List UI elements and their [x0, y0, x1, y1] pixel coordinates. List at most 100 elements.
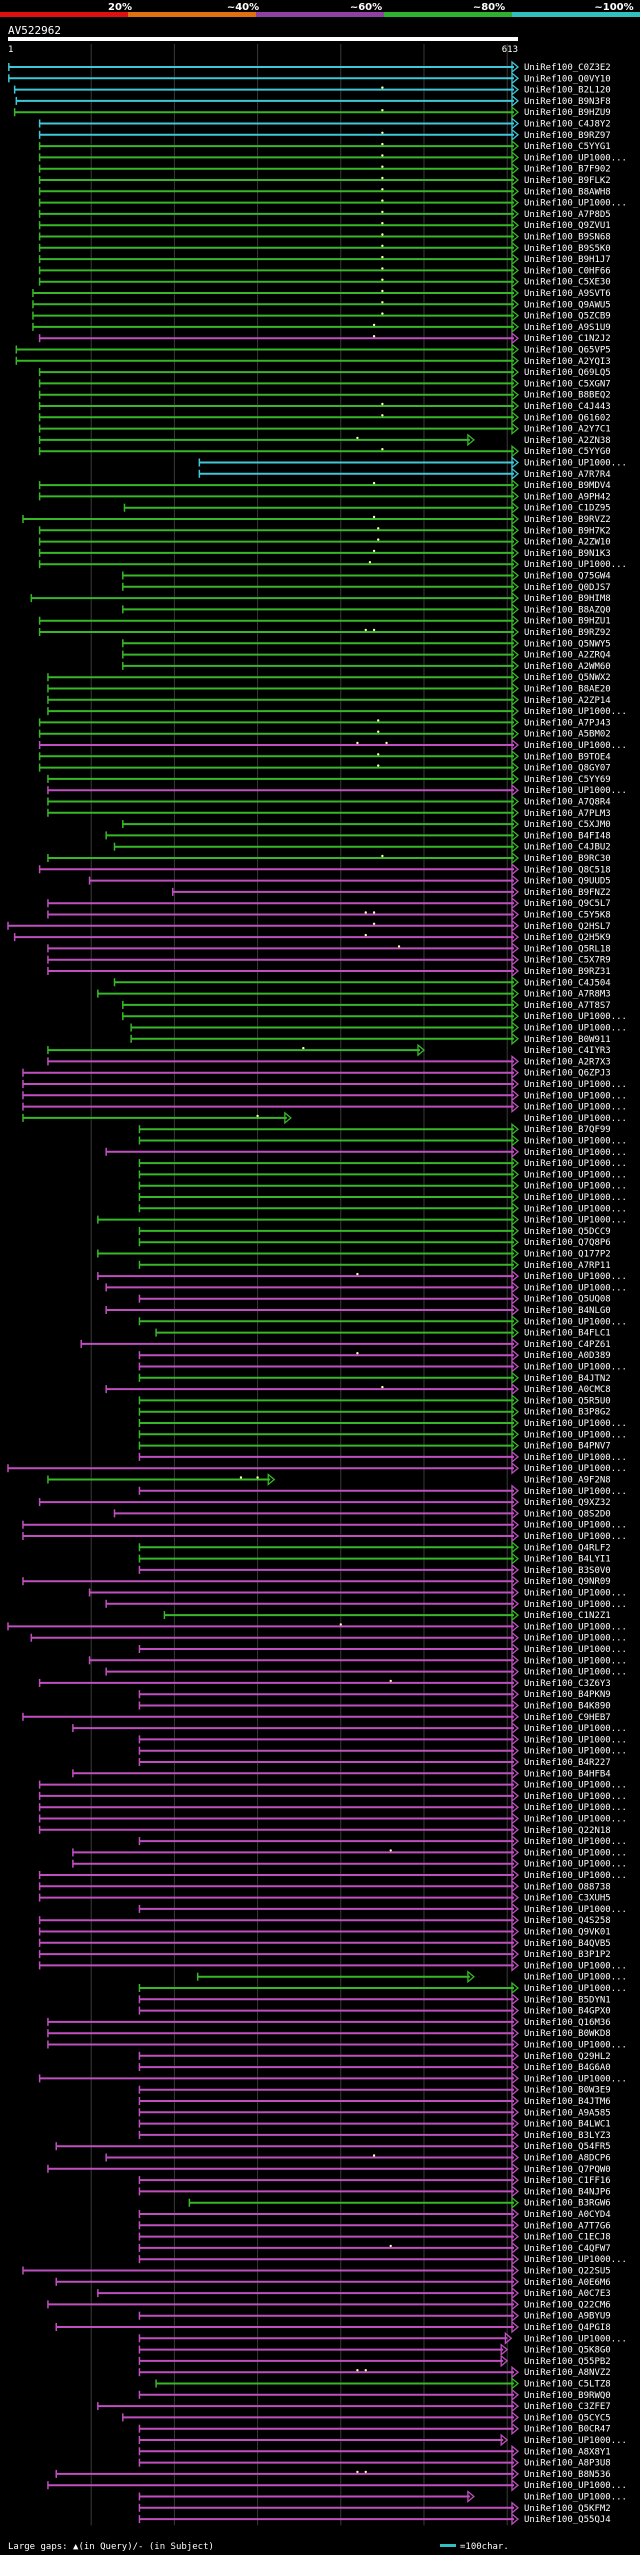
hit-label[interactable]: UniRef100_Q5UQ08: [524, 1295, 611, 1305]
hit-label[interactable]: UniRef100_B3P8G2: [524, 1408, 611, 1418]
hit-label[interactable]: UniRef100_UP1000...: [524, 1837, 627, 1847]
hit-label[interactable]: UniRef100_UP1000...: [524, 1430, 627, 1440]
hit-row[interactable]: UniRef100_Q5RL18: [47, 942, 611, 955]
hit-row[interactable]: UniRef100_UP1000...: [72, 1721, 627, 1735]
hit-label[interactable]: UniRef100_Q8C518: [524, 865, 611, 875]
hit-row[interactable]: UniRef100_UP1000...: [138, 1179, 627, 1193]
hit-row[interactable]: UniRef100_A7T7G6: [138, 2218, 611, 2232]
hit-label[interactable]: UniRef100_C4J8Y2: [524, 120, 611, 130]
hit-row[interactable]: UniRef100_B9SN68: [38, 230, 611, 243]
hit-row[interactable]: UniRef100_C5YY69: [47, 772, 611, 786]
hit-row[interactable]: UniRef100_A0CYD4: [138, 2207, 611, 2221]
hit-label[interactable]: UniRef100_B4GPX0: [524, 2007, 611, 2017]
hit-label[interactable]: UniRef100_A7R7R4: [524, 470, 611, 480]
hit-label[interactable]: UniRef100_Q2HSL7: [524, 922, 611, 932]
hit-label[interactable]: UniRef100_UP1000...: [524, 1148, 627, 1158]
hit-label[interactable]: UniRef100_C1N2Z1: [524, 1611, 611, 1621]
hit-row[interactable]: UniRef100_A2ZW10: [38, 535, 611, 548]
hit-row[interactable]: UniRef100_A8P3U8: [138, 2456, 611, 2469]
hit-row[interactable]: UniRef100_UP1000...: [138, 1190, 627, 1204]
hit-row[interactable]: UniRef100_A7PJ43: [38, 716, 611, 729]
hit-label[interactable]: UniRef100_Q9VK01: [524, 1928, 611, 1938]
hit-label[interactable]: UniRef100_B0CR47: [524, 2425, 611, 2435]
hit-row[interactable]: UniRef100_UP1000...: [97, 1213, 627, 1226]
hit-row[interactable]: UniRef100_Q8GY07: [38, 761, 611, 774]
hit-row[interactable]: UniRef100_A2R7X3: [47, 1055, 611, 1068]
hit-label[interactable]: UniRef100_Q2H5K9: [524, 933, 611, 943]
hit-label[interactable]: UniRef100_UP1000...: [524, 1848, 627, 1858]
hit-label[interactable]: UniRef100_Q5NWY5: [524, 639, 611, 649]
hit-row[interactable]: UniRef100_B9FLK2: [38, 173, 611, 187]
hit-row[interactable]: UniRef100_B9HZU1: [38, 614, 611, 628]
hit-label[interactable]: UniRef100_A7T7G6: [524, 2221, 611, 2231]
hit-row[interactable]: UniRef100_Q22SU5: [22, 2264, 611, 2277]
hit-label[interactable]: UniRef100_A9PH42: [524, 492, 611, 502]
hit-label[interactable]: UniRef100_C4IYR3: [524, 1046, 611, 1056]
hit-label[interactable]: UniRef100_Q29HL2: [524, 2052, 611, 2062]
hit-row[interactable]: UniRef100_B0WKD8: [47, 2026, 611, 2040]
hit-row[interactable]: UniRef100_Q5UQ08: [138, 1292, 611, 1306]
hit-row[interactable]: UniRef100_UP1000...: [122, 1009, 627, 1023]
hit-row[interactable]: UniRef100_C4QFW7: [138, 2241, 611, 2255]
hit-label[interactable]: UniRef100_A9BYU9: [524, 2312, 611, 2322]
hit-label[interactable]: UniRef100_C4PZ61: [524, 1340, 611, 1350]
hit-label[interactable]: UniRef100_Q0DJS7: [524, 583, 611, 593]
hit-label[interactable]: UniRef100_B9RZ31: [524, 967, 611, 977]
hit-row[interactable]: UniRef100_UP1000...: [38, 1789, 627, 1803]
hit-label[interactable]: UniRef100_C5YYG1: [524, 142, 611, 152]
hit-label[interactable]: UniRef100_Q9AWU5: [524, 300, 611, 310]
hit-row[interactable]: UniRef100_C5YYG1: [38, 139, 611, 153]
hit-row[interactable]: UniRef100_B4FI48: [105, 829, 611, 842]
hit-label[interactable]: UniRef100_Q9UUD5: [524, 877, 611, 887]
hit-row[interactable]: UniRef100_UP1000...: [138, 2331, 627, 2345]
hit-row[interactable]: UniRef100_UP1000...: [47, 704, 627, 718]
hit-row[interactable]: UniRef100_A8NVZ2: [138, 2365, 611, 2379]
hit-row[interactable]: UniRef100_UP1000...: [196, 1970, 627, 1984]
hit-label[interactable]: UniRef100_UP1000...: [524, 153, 627, 163]
hit-row[interactable]: UniRef100_B4NLG0: [105, 1303, 611, 1317]
hit-label[interactable]: UniRef100_C5X7R9: [524, 956, 611, 966]
hit-row[interactable]: UniRef100_UP1000...: [47, 2478, 627, 2492]
hit-label[interactable]: UniRef100_UP1000...: [524, 1860, 627, 1870]
hit-label[interactable]: UniRef100_Q7Q8P6: [524, 1238, 611, 1248]
hit-label[interactable]: UniRef100_C9HEB7: [524, 1713, 611, 1723]
hit-label[interactable]: UniRef100_UP1000...: [524, 1114, 627, 1124]
hit-label[interactable]: UniRef100_B9TOE4: [524, 752, 611, 762]
hit-label[interactable]: UniRef100_Q5CYC5: [524, 2413, 611, 2423]
hit-label[interactable]: UniRef100_C0Z3E2: [524, 63, 611, 73]
hit-row[interactable]: UniRef100_A2ZRQ4: [122, 648, 611, 661]
hit-row[interactable]: UniRef100_UP1000...: [105, 1597, 627, 1611]
hit-row[interactable]: UniRef100_Q2HSL7: [7, 919, 611, 933]
hit-label[interactable]: UniRef100_B3RGW6: [524, 2199, 611, 2209]
hit-label[interactable]: UniRef100_B9RZ97: [524, 131, 611, 141]
hit-row[interactable]: UniRef100_UP1000...: [38, 2072, 627, 2085]
hit-row[interactable]: UniRef100_UP1000...: [138, 1156, 627, 1170]
hit-row[interactable]: UniRef100_A9A585: [138, 2105, 611, 2119]
hit-row[interactable]: UniRef100_Q5CYC5: [122, 2411, 611, 2424]
hit-row[interactable]: UniRef100_Q177P2: [97, 1247, 611, 1260]
hit-label[interactable]: UniRef100_Q9C5L7: [524, 899, 611, 909]
hit-label[interactable]: UniRef100_UP1000...: [524, 1532, 627, 1542]
hit-label[interactable]: UniRef100_A9SVT6: [524, 289, 611, 299]
hit-label[interactable]: UniRef100_C1N2J2: [524, 334, 611, 344]
hit-row[interactable]: UniRef100_UP1000...: [38, 557, 627, 571]
hit-label[interactable]: UniRef100_UP1000...: [524, 1815, 627, 1825]
hit-row[interactable]: UniRef100_UP1000...: [38, 1778, 627, 1791]
hit-row[interactable]: UniRef100_UP1000...: [72, 1857, 627, 1871]
hit-row[interactable]: UniRef100_A7Q8R4: [47, 795, 611, 808]
hit-label[interactable]: UniRef100_C5YYG0: [524, 447, 611, 457]
hit-label[interactable]: UniRef100_B9RVZ2: [524, 515, 611, 525]
hit-row[interactable]: UniRef100_Q9AWU5: [32, 297, 611, 311]
hit-label[interactable]: UniRef100_UP1000...: [524, 2334, 627, 2344]
hit-row[interactable]: UniRef100_UP1000...: [38, 1812, 627, 1825]
hit-label[interactable]: UniRef100_A7PJ43: [524, 718, 611, 728]
hit-row[interactable]: UniRef100_UP1000...: [38, 151, 627, 164]
hit-row[interactable]: UniRef100_B4K890: [138, 1699, 611, 1712]
hit-label[interactable]: UniRef100_B3P1P2: [524, 1950, 611, 1960]
hit-row[interactable]: UniRef100_UP1000...: [22, 1529, 627, 1543]
hit-row[interactable]: UniRef100_C1N2Z1: [163, 1608, 611, 1622]
hit-label[interactable]: UniRef100_Q5RL18: [524, 944, 611, 954]
hit-label[interactable]: UniRef100_B5DYN1: [524, 1995, 611, 2005]
hit-row[interactable]: UniRef100_UP1000...: [130, 1021, 627, 1034]
hit-label[interactable]: UniRef100_A2ZRQ4: [524, 651, 611, 661]
